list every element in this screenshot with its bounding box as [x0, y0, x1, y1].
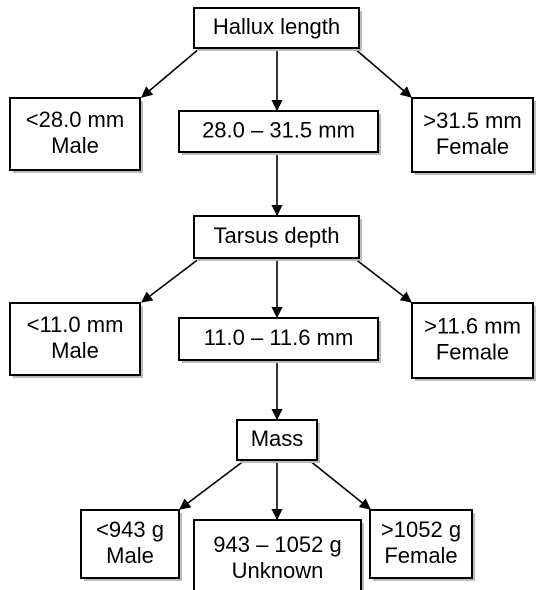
arrow: [308, 459, 371, 510]
node-label: Male: [106, 543, 154, 568]
node-label: <11.0 mm: [27, 312, 124, 337]
arrow: [179, 459, 246, 510]
node-box: [411, 302, 534, 379]
arrow: [141, 47, 201, 98]
node-label: Female: [384, 543, 457, 568]
node-label: 943 – 1052 g: [213, 532, 341, 557]
node-box: [193, 7, 360, 49]
node-label: Unknown: [232, 558, 324, 583]
node-box: [178, 317, 379, 361]
node-label: >11.6 mm: [424, 313, 521, 338]
arrows: [141, 47, 412, 521]
arrow: [141, 257, 201, 303]
node-box: [9, 302, 141, 376]
node-label: >1052 g: [381, 517, 461, 542]
node-label: Mass: [251, 426, 304, 451]
node-label: 28.0 – 31.5 mm: [202, 117, 355, 142]
node: 11.0 – 11.6 mm: [178, 317, 381, 363]
node-label: Male: [51, 133, 99, 158]
arrow: [353, 257, 412, 303]
node-box: [193, 519, 362, 590]
node: 28.0 – 31.5 mm: [178, 110, 381, 155]
node-label: Tarsus depth: [214, 223, 340, 248]
node-box: [80, 509, 180, 579]
node: Hallux length: [193, 7, 362, 51]
node-label: Hallux length: [213, 14, 340, 39]
node-label: <943 g: [96, 517, 164, 542]
node-box: [193, 215, 360, 259]
node-box: [9, 97, 141, 171]
node-label: Female: [436, 339, 509, 364]
node-label: Female: [436, 134, 509, 159]
node-box: [178, 110, 379, 153]
node-box: [236, 419, 318, 461]
node: Tarsus depth: [193, 215, 362, 261]
node-label: 11.0 – 11.6 mm: [204, 325, 354, 350]
node-box: [369, 509, 473, 579]
node: Mass: [236, 419, 320, 463]
arrow: [353, 47, 412, 98]
node-label: Male: [51, 338, 99, 363]
node-label: <28.0 mm: [26, 107, 124, 132]
node-box: [411, 97, 534, 173]
node-label: >31.5 mm: [423, 108, 521, 133]
